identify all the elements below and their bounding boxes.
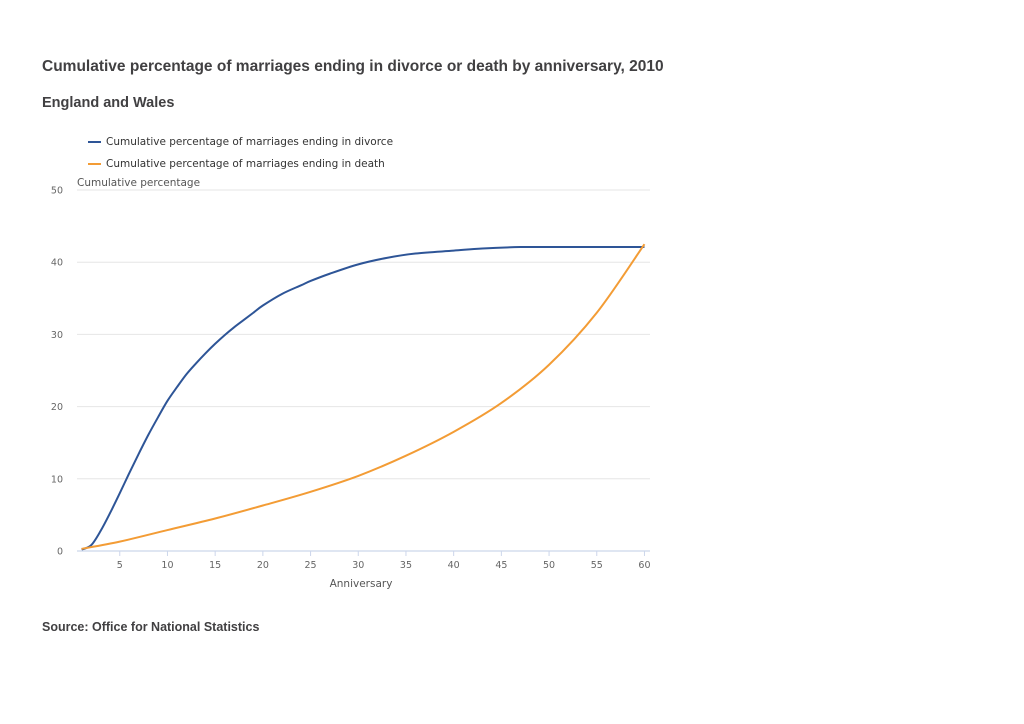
legend-item-divorce[interactable]: Cumulative percentage of marriages endin…: [88, 131, 393, 153]
legend-label-death: Cumulative percentage of marriages endin…: [106, 158, 385, 170]
divorce-series-line[interactable]: [81, 245, 645, 551]
y-tick-label: 20: [51, 402, 63, 413]
y-tick-label: 40: [51, 258, 63, 269]
x-tick-label: 35: [400, 560, 412, 571]
y-tick-label: 0: [57, 547, 63, 558]
chart-subtitle: England and Wales: [42, 95, 175, 111]
x-tick-label: 15: [209, 560, 221, 571]
x-tick-label: 40: [448, 560, 460, 571]
x-axis: 5 10 15 20 25 30 35 40 45 50 55 60: [77, 550, 651, 571]
chart-title: Cumulative percentage of marriages endin…: [42, 58, 664, 75]
x-axis-label: Anniversary: [330, 578, 393, 590]
x-tick-label: 50: [543, 560, 555, 571]
series-lines: [81, 243, 646, 551]
x-tick-label: 45: [495, 560, 507, 571]
legend-item-death[interactable]: Cumulative percentage of marriages endin…: [88, 153, 393, 175]
x-tick-label: 20: [257, 560, 269, 571]
x-tick-label: 5: [117, 560, 123, 571]
x-tick-label: 60: [638, 560, 650, 571]
y-axis-label: Cumulative percentage: [77, 177, 200, 189]
y-tick-label: 30: [51, 330, 63, 341]
y-axis-ticks: 0 10 20 30 40 50: [51, 186, 63, 558]
y-tick-label: 10: [51, 474, 63, 485]
legend-swatch-death: [88, 163, 101, 165]
x-tick-label: 30: [352, 560, 364, 571]
legend: Cumulative percentage of marriages endin…: [88, 131, 393, 175]
y-tick-label: 50: [51, 186, 63, 197]
source-note: Source: Office for National Statistics: [42, 620, 260, 634]
x-tick-label: 25: [305, 560, 317, 571]
legend-label-divorce: Cumulative percentage of marriages endin…: [106, 136, 394, 148]
x-tick-label: 10: [161, 560, 173, 571]
death-series-line[interactable]: [81, 243, 646, 550]
x-tick-label: 55: [591, 560, 603, 571]
gridlines: [77, 189, 650, 480]
legend-swatch-divorce: [88, 141, 101, 143]
